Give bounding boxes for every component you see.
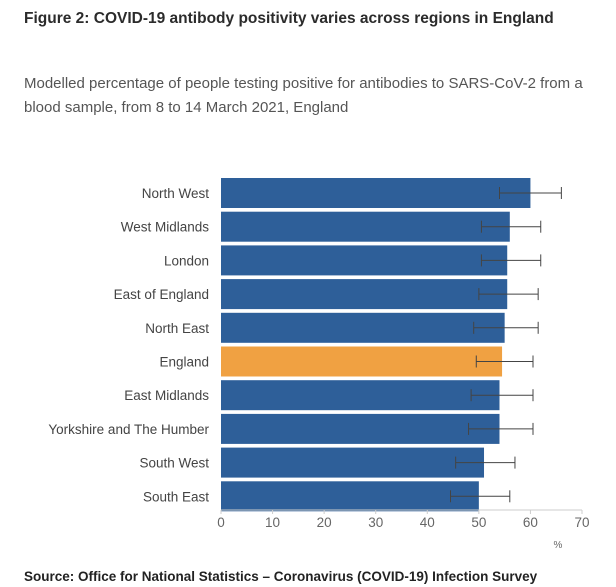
bar <box>221 413 500 444</box>
x-tick-label: 60 <box>523 515 538 530</box>
bar <box>221 178 531 208</box>
bar <box>221 245 508 276</box>
category-label: London <box>164 253 209 268</box>
x-tick-label: 20 <box>317 515 332 530</box>
x-axis-unit: % <box>554 540 563 551</box>
bar <box>221 481 479 512</box>
x-tick-label: 70 <box>574 515 589 530</box>
x-tick-label: 10 <box>265 515 280 530</box>
bar <box>221 380 500 411</box>
x-tick-label: 40 <box>420 515 435 530</box>
chart-title: Figure 2: COVID-19 antibody positivity v… <box>24 10 554 27</box>
category-label: West Midlands <box>121 220 210 235</box>
category-label: North West <box>142 186 210 201</box>
category-label: South West <box>139 456 209 471</box>
chart-subtitle: Modelled percentage of people testing po… <box>24 75 583 116</box>
category-label: South East <box>143 489 209 504</box>
x-tick-label: 30 <box>368 515 383 530</box>
bar <box>221 312 505 343</box>
bar <box>221 211 510 242</box>
category-label: Yorkshire and The Humber <box>48 422 209 437</box>
category-label: East Midlands <box>124 388 209 403</box>
source-note: Source: Office for National Statistics –… <box>24 569 538 584</box>
category-label: North East <box>145 321 209 336</box>
category-label: England <box>159 355 209 370</box>
bar <box>221 279 508 310</box>
category-label: East of England <box>114 287 209 302</box>
x-tick-label: 50 <box>471 515 486 530</box>
bar <box>221 346 503 377</box>
x-tick-label: 0 <box>217 515 225 530</box>
bar <box>221 447 485 478</box>
